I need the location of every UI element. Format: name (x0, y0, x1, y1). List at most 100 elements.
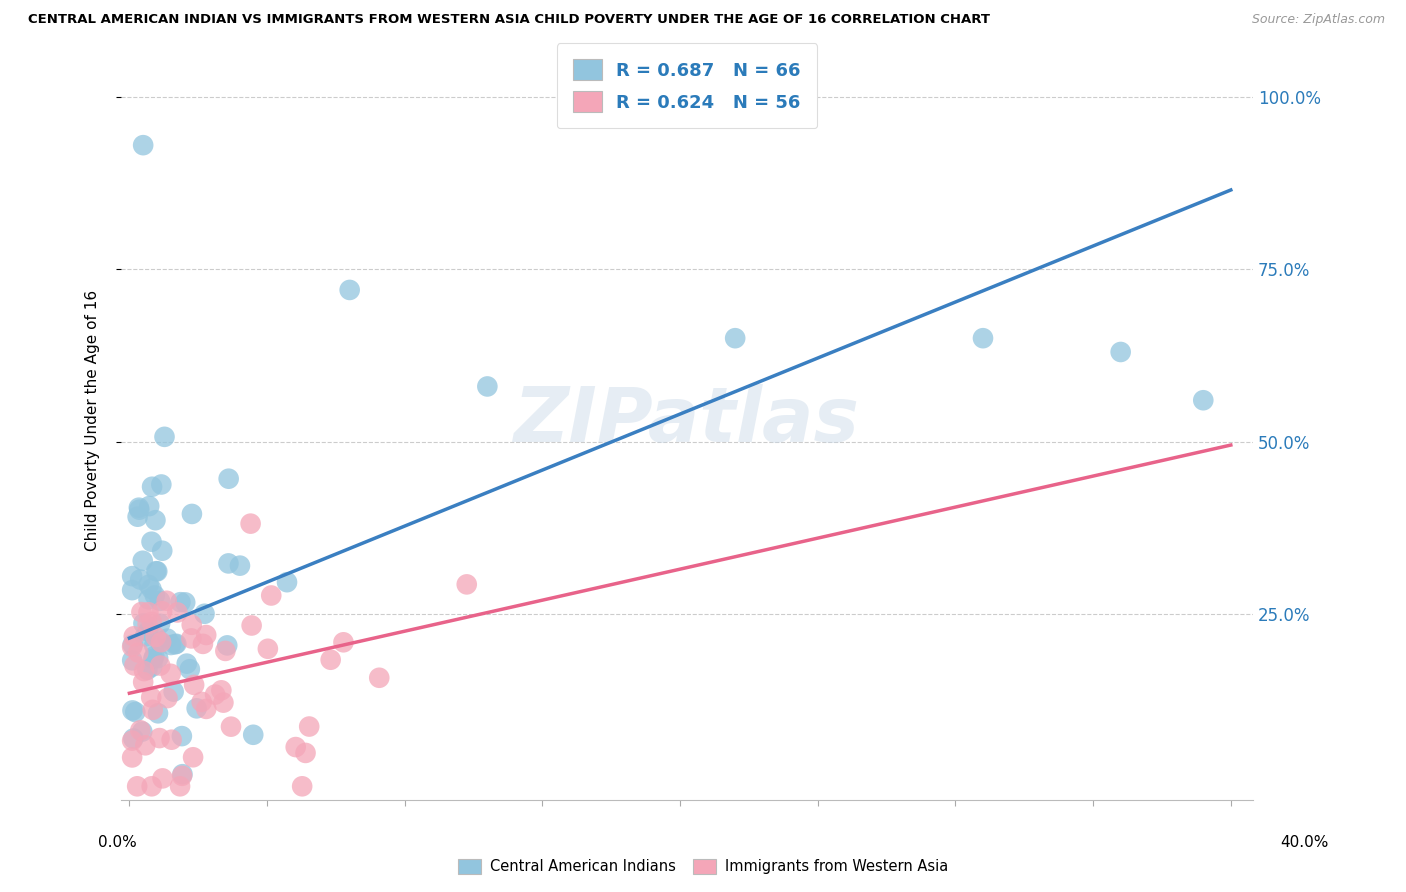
Point (156, 691, 179, 706)
Point (260, 589, 283, 603)
Point (132, 664, 155, 678)
Point (131, 605, 153, 619)
Point (456, 577, 478, 591)
Y-axis label: Child Poverty Under the Age of 16: Child Poverty Under the Age of 16 (86, 291, 100, 551)
Point (141, 534, 163, 549)
Point (132, 675, 155, 690)
Point (209, 683, 232, 698)
Point (239, 516, 262, 531)
Point (134, 629, 156, 643)
Point (121, 638, 143, 652)
Point (165, 637, 187, 651)
Point (191, 637, 214, 651)
Legend: R = 0.687   N = 66, R = 0.624   N = 56: R = 0.687 N = 66, R = 0.624 N = 56 (557, 43, 817, 128)
Point (190, 695, 212, 709)
Point (124, 705, 146, 719)
Point (141, 779, 163, 793)
Point (145, 513, 167, 527)
Point (152, 772, 174, 786)
Point (170, 729, 193, 743)
Point (143, 639, 166, 653)
Point (172, 769, 194, 783)
Point (136, 624, 159, 639)
Point (142, 703, 165, 717)
Point (122, 731, 145, 746)
Point (298, 720, 321, 734)
Point (229, 558, 252, 573)
Point (160, 638, 183, 652)
Point (145, 630, 167, 644)
Point (166, 606, 188, 620)
Point (146, 565, 169, 579)
Point (121, 583, 143, 598)
Point (195, 628, 218, 642)
Point (153, 430, 176, 444)
Point (195, 702, 218, 716)
Point (218, 472, 240, 486)
Point (145, 564, 167, 578)
Point (724, 331, 747, 345)
Point (136, 663, 159, 677)
Point (284, 740, 307, 755)
Point (128, 500, 150, 515)
Point (150, 635, 173, 649)
Point (141, 690, 163, 705)
Point (129, 573, 152, 587)
Point (162, 684, 184, 698)
Point (179, 662, 201, 676)
Point (174, 595, 197, 609)
Point (172, 767, 194, 781)
Point (127, 509, 149, 524)
Point (180, 507, 202, 521)
Point (212, 696, 235, 710)
Text: Source: ZipAtlas.com: Source: ZipAtlas.com (1251, 13, 1385, 27)
Point (132, 616, 155, 631)
Point (242, 728, 264, 742)
Point (339, 283, 361, 297)
Text: ZIPatlas: ZIPatlas (515, 384, 860, 458)
Point (121, 640, 143, 654)
Point (124, 658, 146, 673)
Point (121, 703, 143, 717)
Point (159, 666, 181, 681)
Point (276, 575, 298, 590)
Point (477, 379, 499, 393)
Point (972, 331, 994, 345)
Point (217, 639, 239, 653)
Point (294, 746, 316, 760)
Point (121, 569, 143, 583)
Point (181, 750, 204, 764)
Point (132, 554, 155, 568)
Point (141, 480, 163, 494)
Point (176, 657, 198, 671)
Point (121, 653, 143, 667)
Point (214, 644, 236, 658)
Legend: Central American Indians, Immigrants from Western Asia: Central American Indians, Immigrants fro… (451, 853, 955, 880)
Point (149, 616, 172, 631)
Point (150, 543, 173, 558)
Point (150, 477, 173, 491)
Point (183, 678, 205, 692)
Point (291, 779, 314, 793)
Point (186, 701, 208, 715)
Point (219, 720, 242, 734)
Point (138, 605, 160, 619)
Point (149, 594, 172, 608)
Point (1109, 345, 1132, 359)
Point (142, 652, 165, 666)
Point (136, 617, 159, 632)
Point (156, 594, 179, 608)
Point (121, 733, 143, 747)
Point (169, 595, 191, 609)
Point (127, 779, 149, 793)
Point (143, 649, 166, 664)
Point (146, 706, 169, 721)
Point (332, 635, 354, 649)
Point (193, 607, 215, 621)
Point (169, 779, 191, 793)
Point (368, 671, 391, 685)
Point (180, 617, 202, 632)
Point (132, 138, 155, 153)
Point (165, 637, 187, 651)
Point (146, 651, 169, 665)
